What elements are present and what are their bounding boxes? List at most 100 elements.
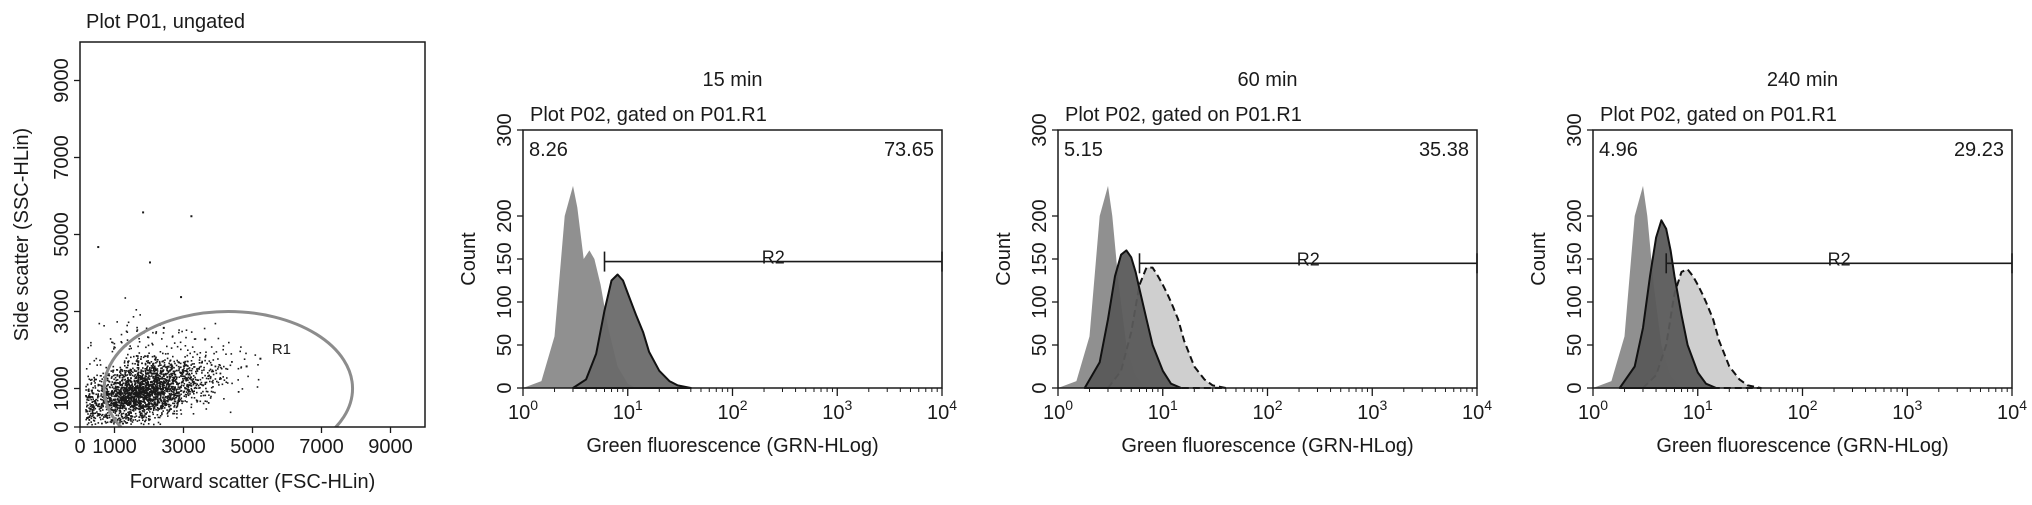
scatter-point: [180, 413, 183, 415]
y-tick-label: 150: [494, 242, 516, 275]
scatter-point: [161, 381, 164, 384]
scatter-point: [159, 407, 162, 409]
scatter-point: [189, 390, 191, 393]
scatter-point: [97, 413, 99, 415]
scatter-point: [101, 399, 103, 401]
scatter-point: [139, 414, 142, 416]
scatter-point: [105, 416, 107, 418]
scatter-point: [138, 385, 141, 388]
gate-r2-label: R2: [1828, 249, 1851, 269]
scatter-point: [145, 383, 147, 386]
scatter-point: [166, 409, 168, 411]
scatter-point: [173, 402, 176, 405]
x-tick-label: 9000: [368, 436, 413, 458]
scatter-point: [147, 369, 149, 372]
scatter-point: [143, 411, 146, 413]
scatter-point: [157, 377, 160, 380]
scatter-point: [92, 407, 95, 409]
scatter-point: [92, 398, 94, 400]
scatter-point: [133, 389, 136, 392]
scatter-point: [177, 383, 179, 385]
x-tick-label: 100: [508, 397, 538, 424]
scatter-point: [141, 390, 144, 392]
scatter-point: [163, 380, 165, 382]
scatter-point: [132, 406, 134, 408]
scatter-point: [179, 341, 182, 344]
scatter-point: [145, 355, 147, 358]
scatter-point: [126, 381, 129, 384]
scatter-point: [146, 378, 148, 381]
scatter-point: [153, 380, 156, 383]
scatter-point: [164, 402, 167, 404]
scatter-point: [111, 386, 114, 388]
scatter-point: [147, 423, 150, 425]
scatter-point: [99, 359, 101, 362]
scatter-point: [100, 375, 102, 377]
scatter-point: [109, 404, 111, 407]
scatter-point: [210, 386, 213, 389]
scatter-point: [172, 391, 175, 393]
scatter-point: [176, 381, 178, 384]
scatter-point: [166, 376, 169, 378]
scatter-point: [92, 412, 95, 415]
scatter-point: [120, 388, 122, 390]
scatter-point: [147, 386, 150, 388]
scatter-point: [153, 379, 155, 381]
scatter-point: [164, 386, 166, 389]
scatter-point: [144, 388, 147, 391]
scatter-point: [100, 395, 102, 397]
scatter-point: [172, 412, 174, 415]
scatter-point: [180, 348, 182, 351]
scatter-point: [146, 367, 148, 369]
scatter-point: [183, 383, 186, 385]
scatter-point: [130, 377, 132, 379]
scatter-point: [137, 366, 140, 369]
scatter-point: [199, 352, 202, 354]
scatter-point: [162, 384, 164, 386]
scatter-point: [115, 395, 118, 398]
scatter-point: [157, 379, 160, 381]
scatter-point: [207, 402, 210, 404]
scatter-point: [174, 375, 177, 378]
scatter-point: [203, 366, 205, 369]
scatter-point: [98, 408, 101, 410]
scatter-point: [158, 364, 161, 366]
scatter-point: [96, 397, 99, 399]
scatter-point: [94, 412, 97, 414]
scatter-point: [171, 387, 173, 389]
scatter-point: [161, 390, 164, 393]
scatter-point: [230, 353, 233, 355]
scatter-point: [94, 385, 96, 387]
scatter-point: [88, 407, 90, 409]
scatter-point: [140, 383, 142, 386]
scatter-point: [189, 374, 191, 376]
scatter-point: [142, 386, 144, 389]
scatter-point: [150, 381, 152, 384]
scatter-point: [151, 391, 154, 393]
scatter-point: [160, 407, 163, 410]
scatter-point: [156, 404, 158, 406]
scatter-point: [85, 418, 87, 421]
scatter-point: [124, 393, 127, 396]
scatter-point: [105, 413, 108, 415]
scatter-point: [153, 402, 155, 404]
scatter-point: [106, 421, 109, 424]
scatter-point: [209, 368, 212, 371]
scatter-point: [106, 388, 108, 391]
scatter-point: [241, 388, 244, 390]
scatter-point: [178, 382, 181, 385]
scatter-point: [165, 366, 168, 369]
scatter-point: [194, 376, 196, 379]
scatter-point: [190, 396, 193, 399]
scatter-point: [139, 376, 141, 379]
y-tick-label: 100: [1029, 285, 1051, 318]
scatter-point: [157, 400, 160, 403]
scatter-point: [130, 390, 133, 392]
scatter-point: [117, 398, 119, 400]
scatter-point: [107, 379, 109, 382]
scatter-point: [164, 379, 167, 381]
scatter-point: [197, 379, 199, 382]
scatter-point: [122, 402, 125, 405]
scatter-point: [256, 386, 259, 388]
scatter-point: [176, 416, 178, 419]
